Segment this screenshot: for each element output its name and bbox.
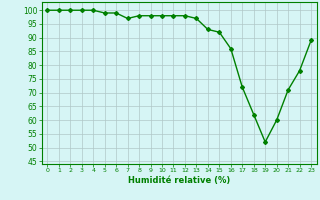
X-axis label: Humidité relative (%): Humidité relative (%) (128, 176, 230, 185)
